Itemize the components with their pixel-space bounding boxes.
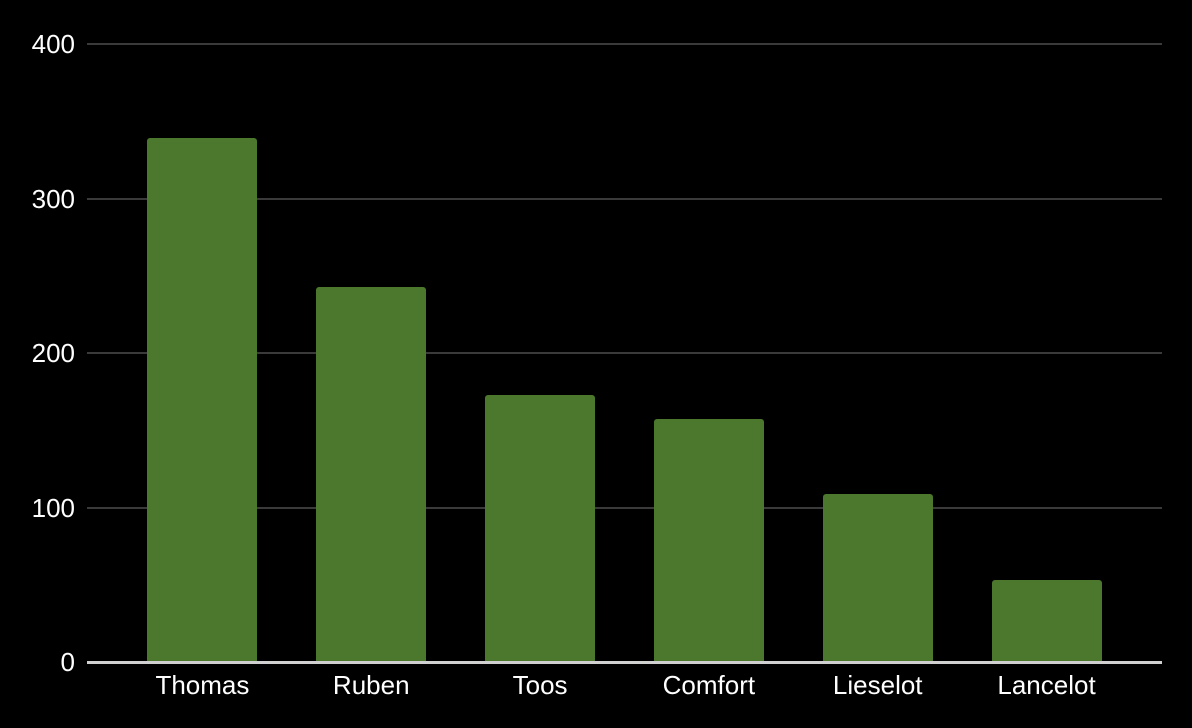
x-axis-labels: Thomas Ruben Toos Comfort Lieselot Lancelot <box>118 670 1131 700</box>
gridline-300 <box>87 197 1162 200</box>
y-tick-label-400: 400 <box>31 29 75 59</box>
y-tick-label-100: 100 <box>31 492 75 523</box>
y-tick-label-300: 300 <box>31 183 75 214</box>
y-tick-label-200: 200 <box>31 338 75 368</box>
x-tick-label-lancelot: Lancelot <box>997 670 1096 700</box>
y-tick-label-0: 0 <box>60 647 75 677</box>
bar-cell-lieselot <box>793 44 962 662</box>
bar-cell-toos <box>456 44 625 662</box>
gridline-400 <box>87 43 1162 45</box>
bars <box>118 44 1131 662</box>
gridline-200 <box>87 352 1162 354</box>
bar-toos[interactable] <box>485 395 596 662</box>
x-tick-label-ruben: Ruben <box>332 670 410 700</box>
bar-cell-ruben <box>287 44 456 662</box>
bar-cell-thomas <box>118 44 287 662</box>
x-axis-line <box>87 661 1162 664</box>
x-tick-label-thomas: Thomas <box>155 670 250 700</box>
bar-comfort[interactable] <box>653 419 764 662</box>
gridline-100 <box>87 506 1162 509</box>
bar-thomas[interactable] <box>147 138 258 662</box>
bar-lancelot[interactable] <box>991 580 1102 662</box>
x-tick-label-lieselot: Lieselot <box>832 670 923 700</box>
bar-ruben[interactable] <box>316 287 427 662</box>
bar-cell-comfort <box>624 44 793 662</box>
x-tick-label-comfort: Comfort <box>662 670 756 700</box>
bar-lieselot[interactable] <box>822 494 933 662</box>
x-tick-label-toos: Toos <box>512 670 568 700</box>
bar-cell-lancelot <box>962 44 1131 662</box>
